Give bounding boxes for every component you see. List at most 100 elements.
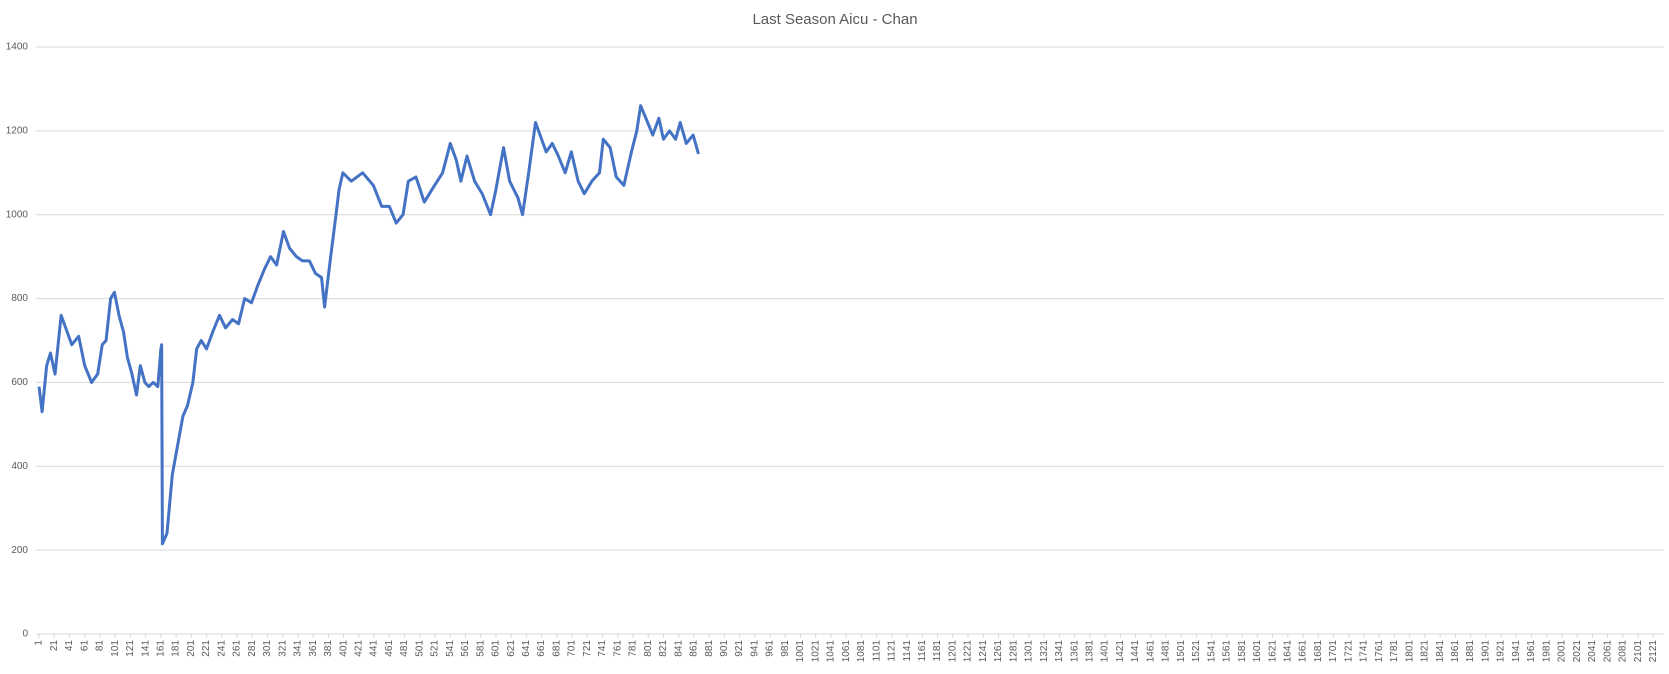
x-tick-label: 81 xyxy=(95,640,106,652)
x-tick-label: 21 xyxy=(49,640,60,652)
x-tick-label: 1981 xyxy=(1541,640,1552,663)
x-tick-label: 781 xyxy=(628,640,639,657)
x-tick-label: 881 xyxy=(704,640,715,657)
x-tick-label: 2121 xyxy=(1648,640,1659,663)
x-tick-label: 1521 xyxy=(1191,640,1202,663)
x-tick-label: 361 xyxy=(308,640,319,657)
x-tick-label: 1281 xyxy=(1008,640,1019,663)
x-tick-label: 1461 xyxy=(1145,640,1156,663)
x-tick-label: 1121 xyxy=(887,640,898,662)
x-tick-label: 1041 xyxy=(826,640,837,663)
x-tick-label: 1301 xyxy=(1024,640,1035,663)
x-tick-label: 621 xyxy=(506,640,517,657)
x-tick-label: 1021 xyxy=(810,640,821,663)
x-tick-label: 1781 xyxy=(1389,640,1400,663)
line-series xyxy=(37,104,700,546)
x-tick-label: 261 xyxy=(232,640,243,657)
x-tick-label: 441 xyxy=(369,640,380,657)
x-tick-label: 1821 xyxy=(1420,640,1431,663)
y-tick-label: 800 xyxy=(11,293,28,304)
y-tick-label: 0 xyxy=(22,629,28,640)
x-tick-label: 281 xyxy=(247,640,258,657)
y-tick-label: 200 xyxy=(11,545,28,556)
x-tick-label: 401 xyxy=(338,640,349,657)
x-tick-label: 1141 xyxy=(902,640,913,662)
x-tick-label: 861 xyxy=(689,640,700,657)
x-tick-label: 961 xyxy=(765,640,776,657)
x-tick-label: 1341 xyxy=(1054,640,1065,663)
x-tick-label: 461 xyxy=(384,640,395,657)
x-tick-label: 321 xyxy=(277,640,288,657)
x-tick-label: 1181 xyxy=(932,640,943,662)
x-tick-label: 721 xyxy=(582,640,593,657)
x-tick-label: 1921 xyxy=(1496,640,1507,663)
x-tick-label: 1561 xyxy=(1222,640,1233,663)
x-tick-label: 561 xyxy=(460,640,471,657)
x-tick-label: 941 xyxy=(749,640,760,657)
y-tick-label: 600 xyxy=(11,377,28,388)
x-tick-label: 1401 xyxy=(1100,640,1111,663)
x-tick-label: 1001 xyxy=(795,640,806,663)
x-tick-label: 101 xyxy=(110,640,121,657)
y-tick-label: 400 xyxy=(11,461,28,472)
x-tick-label: 1 xyxy=(34,640,45,646)
x-tick-label: 741 xyxy=(597,640,608,657)
x-tick-label: 181 xyxy=(171,640,182,657)
x-tick-label: 1241 xyxy=(978,640,989,663)
x-tick-label: 201 xyxy=(186,640,197,657)
x-tick-label: 1361 xyxy=(1069,640,1080,663)
y-tick-label: 1200 xyxy=(6,125,29,136)
x-tick-label: 1101 xyxy=(871,640,882,662)
x-tick-label: 1641 xyxy=(1282,640,1293,663)
x-tick-label: 1481 xyxy=(1161,640,1172,663)
x-tick-label: 1541 xyxy=(1206,640,1217,663)
x-tick-label: 1701 xyxy=(1328,640,1339,663)
x-tick-label: 341 xyxy=(293,640,304,657)
x-tick-label: 1601 xyxy=(1252,640,1263,663)
x-tick-label: 1961 xyxy=(1526,640,1537,663)
x-tick-label: 1761 xyxy=(1374,640,1385,663)
x-tick-label: 1901 xyxy=(1480,640,1491,663)
x-tick-label: 1161 xyxy=(917,640,928,662)
x-tick-label: 161 xyxy=(156,640,167,657)
x-tick-label: 521 xyxy=(430,640,441,657)
x-tick-label: 1381 xyxy=(1085,640,1096,663)
x-tick-label: 2021 xyxy=(1572,640,1583,663)
x-tick-label: 301 xyxy=(262,640,273,657)
x-tick-label: 241 xyxy=(216,640,227,657)
x-tick-label: 221 xyxy=(201,640,212,657)
x-tick-label: 421 xyxy=(353,640,364,657)
x-tick-label: 1261 xyxy=(993,640,1004,663)
x-tick-label: 581 xyxy=(475,640,486,657)
x-tick-label: 661 xyxy=(536,640,547,657)
x-tick-label: 1681 xyxy=(1313,640,1324,663)
x-tick-label: 2041 xyxy=(1587,640,1598,663)
x-tick-label: 1741 xyxy=(1359,640,1370,663)
x-tick-label: 481 xyxy=(399,640,410,657)
x-tick-label: 1441 xyxy=(1130,640,1141,663)
x-tick-label: 1841 xyxy=(1435,640,1446,663)
y-tick-label: 1400 xyxy=(6,42,29,53)
x-tick-label: 121 xyxy=(125,640,136,657)
x-tick-label: 1221 xyxy=(963,640,974,663)
x-tick-label: 541 xyxy=(445,640,456,657)
x-tick-label: 1201 xyxy=(947,640,958,663)
x-tick-label: 641 xyxy=(521,640,532,657)
x-tick-label: 761 xyxy=(612,640,623,657)
x-tick-label: 901 xyxy=(719,640,730,657)
x-tick-label: 601 xyxy=(491,640,502,657)
x-tick-label: 1721 xyxy=(1343,640,1354,663)
x-tick-label: 821 xyxy=(658,640,669,657)
x-tick-label: 1081 xyxy=(856,640,867,663)
x-tick-label: 1881 xyxy=(1465,640,1476,663)
x-tick-label: 1941 xyxy=(1511,640,1522,663)
x-tick-label: 921 xyxy=(734,640,745,657)
x-tick-label: 141 xyxy=(140,640,151,657)
chart-title: Last Season Aicu - Chan xyxy=(752,11,917,28)
x-tick-label: 981 xyxy=(780,640,791,657)
x-tick-label: 381 xyxy=(323,640,334,657)
x-tick-label: 681 xyxy=(551,640,562,657)
x-tick-label: 1661 xyxy=(1298,640,1309,663)
x-tick-label: 1421 xyxy=(1115,640,1126,663)
